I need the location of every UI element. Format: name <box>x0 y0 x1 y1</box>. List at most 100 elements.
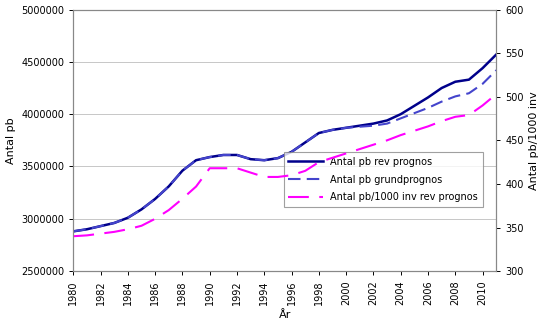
Antal pb rev prognos <box>316 131 322 135</box>
Antal pb/1000 inv rev prognos <box>152 217 159 221</box>
Antal pb rev prognos <box>452 80 458 84</box>
Antal pb grundprognos <box>166 185 172 188</box>
Antal pb/1000 inv rev prognos <box>247 170 254 174</box>
Antal pb rev prognos <box>207 155 213 159</box>
Antal pb grundprognos <box>111 221 118 225</box>
Antal pb grundprognos <box>288 150 295 154</box>
Antal pb rev prognos <box>397 112 404 116</box>
Antal pb/1000 inv rev prognos <box>356 147 363 151</box>
Antal pb rev prognos <box>97 224 104 228</box>
Antal pb rev prognos <box>479 66 486 70</box>
Antal pb rev prognos <box>193 158 199 162</box>
Antal pb grundprognos <box>493 68 500 72</box>
X-axis label: År: År <box>278 310 291 320</box>
Antal pb rev prognos <box>234 153 240 157</box>
Y-axis label: Antal pb: Antal pb <box>5 117 16 164</box>
Antal pb/1000 inv rev prognos <box>166 208 172 212</box>
Antal pb grundprognos <box>261 158 268 162</box>
Antal pb grundprognos <box>465 91 472 95</box>
Antal pb grundprognos <box>370 124 377 128</box>
Antal pb/1000 inv rev prognos <box>179 197 186 201</box>
Antal pb/1000 inv rev prognos <box>493 92 500 96</box>
Antal pb rev prognos <box>438 86 445 90</box>
Antal pb/1000 inv rev prognos <box>83 233 90 237</box>
Antal pb grundprognos <box>384 122 390 126</box>
Antal pb grundprognos <box>425 106 431 110</box>
Antal pb/1000 inv rev prognos <box>425 125 431 128</box>
Antal pb/1000 inv rev prognos <box>275 175 281 179</box>
Antal pb grundprognos <box>138 207 145 211</box>
Antal pb grundprognos <box>316 131 322 135</box>
Antal pb grundprognos <box>193 158 199 162</box>
Legend: Antal pb rev prognos, Antal pb grundprognos, Antal pb/1000 inv rev prognos: Antal pb rev prognos, Antal pb grundprog… <box>283 152 483 207</box>
Antal pb grundprognos <box>97 224 104 228</box>
Antal pb rev prognos <box>411 104 417 108</box>
Antal pb rev prognos <box>329 128 336 132</box>
Antal pb grundprognos <box>356 125 363 129</box>
Antal pb/1000 inv rev prognos <box>438 119 445 123</box>
Antal pb/1000 inv rev prognos <box>316 160 322 164</box>
Antal pb/1000 inv rev prognos <box>111 230 118 234</box>
Antal pb/1000 inv rev prognos <box>207 166 213 170</box>
Antal pb grundprognos <box>411 111 417 115</box>
Antal pb rev prognos <box>179 169 186 173</box>
Antal pb/1000 inv rev prognos <box>288 173 295 177</box>
Antal pb/1000 inv rev prognos <box>220 166 227 170</box>
Antal pb grundprognos <box>452 95 458 98</box>
Antal pb rev prognos <box>288 150 295 154</box>
Antal pb/1000 inv rev prognos <box>70 234 76 238</box>
Antal pb rev prognos <box>152 197 159 201</box>
Antal pb/1000 inv rev prognos <box>302 169 308 173</box>
Y-axis label: Antal pb/1000 inv: Antal pb/1000 inv <box>529 91 540 190</box>
Antal pb/1000 inv rev prognos <box>479 103 486 107</box>
Antal pb rev prognos <box>111 221 118 225</box>
Antal pb/1000 inv rev prognos <box>465 113 472 117</box>
Antal pb/1000 inv rev prognos <box>97 232 104 236</box>
Line: Antal pb rev prognos: Antal pb rev prognos <box>73 54 496 231</box>
Antal pb rev prognos <box>493 52 500 56</box>
Antal pb/1000 inv rev prognos <box>384 138 390 142</box>
Antal pb grundprognos <box>152 197 159 201</box>
Line: Antal pb/1000 inv rev prognos: Antal pb/1000 inv rev prognos <box>73 94 496 236</box>
Antal pb rev prognos <box>343 126 349 130</box>
Antal pb/1000 inv rev prognos <box>125 227 131 231</box>
Antal pb rev prognos <box>247 157 254 161</box>
Antal pb/1000 inv rev prognos <box>397 133 404 137</box>
Antal pb grundprognos <box>234 153 240 157</box>
Antal pb grundprognos <box>343 126 349 130</box>
Antal pb rev prognos <box>261 158 268 162</box>
Antal pb grundprognos <box>302 141 308 144</box>
Antal pb rev prognos <box>83 227 90 231</box>
Antal pb grundprognos <box>438 100 445 104</box>
Antal pb/1000 inv rev prognos <box>370 143 377 147</box>
Antal pb grundprognos <box>220 153 227 157</box>
Antal pb rev prognos <box>465 78 472 82</box>
Antal pb rev prognos <box>220 153 227 157</box>
Antal pb rev prognos <box>275 156 281 160</box>
Antal pb grundprognos <box>275 156 281 160</box>
Antal pb/1000 inv rev prognos <box>343 152 349 156</box>
Antal pb rev prognos <box>125 216 131 220</box>
Antal pb rev prognos <box>370 122 377 126</box>
Line: Antal pb grundprognos: Antal pb grundprognos <box>73 70 496 231</box>
Antal pb rev prognos <box>70 230 76 233</box>
Antal pb/1000 inv rev prognos <box>411 129 417 133</box>
Antal pb grundprognos <box>207 155 213 159</box>
Antal pb/1000 inv rev prognos <box>261 175 268 179</box>
Antal pb/1000 inv rev prognos <box>452 115 458 119</box>
Antal pb rev prognos <box>166 185 172 188</box>
Antal pb grundprognos <box>83 227 90 231</box>
Antal pb/1000 inv rev prognos <box>234 166 240 170</box>
Antal pb/1000 inv rev prognos <box>329 156 336 160</box>
Antal pb rev prognos <box>138 207 145 211</box>
Antal pb grundprognos <box>329 128 336 132</box>
Antal pb/1000 inv rev prognos <box>138 224 145 228</box>
Antal pb grundprognos <box>179 169 186 173</box>
Antal pb grundprognos <box>479 82 486 86</box>
Antal pb rev prognos <box>425 96 431 99</box>
Antal pb/1000 inv rev prognos <box>193 185 199 188</box>
Antal pb grundprognos <box>125 216 131 220</box>
Antal pb rev prognos <box>356 124 363 128</box>
Antal pb grundprognos <box>247 157 254 161</box>
Antal pb rev prognos <box>302 141 308 144</box>
